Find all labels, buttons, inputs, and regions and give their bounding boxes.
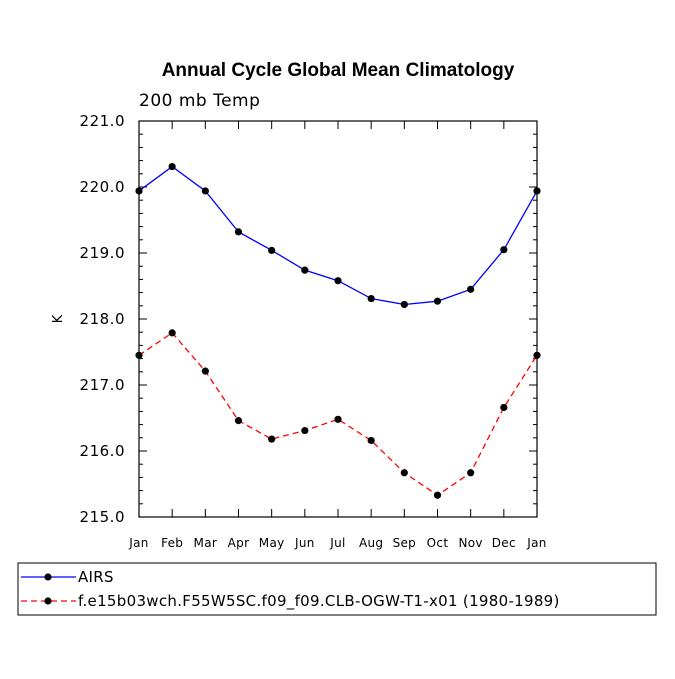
legend-box [17, 562, 657, 616]
data-point-series-1 [400, 469, 408, 477]
data-point-series-1 [168, 329, 176, 337]
chart-title: Annual Cycle Global Mean Climatology [162, 60, 515, 81]
data-point-series-1 [334, 415, 342, 423]
plot-frame [138, 120, 538, 518]
data-point-series-0 [433, 297, 442, 305]
x-tick-label: Aug [359, 536, 383, 550]
y-tick-label: 216.0 [80, 442, 125, 460]
y-tick-label: 219.0 [80, 244, 125, 262]
data-point-series-0 [367, 294, 375, 303]
legend-marker-0 [44, 573, 52, 581]
data-point-series-1 [467, 469, 475, 477]
chart-subtitle: 200 mb Temp [139, 91, 260, 111]
series-line-1 [138, 331, 538, 497]
data-point-series-1 [234, 417, 243, 425]
data-point-series-0 [168, 162, 176, 171]
data-point-series-1 [201, 367, 209, 375]
x-tick-label: Nov [459, 536, 483, 550]
data-point-series-0 [500, 246, 508, 254]
legend-label-1: f.e15b03wch.F55W5SC.f09_f09.CLB-OGW-T1-x… [78, 592, 560, 611]
x-tick-label: Dec [492, 536, 516, 550]
x-tick-label: Oct [427, 536, 449, 550]
x-tick-label: May [259, 536, 285, 550]
data-point-series-0 [234, 228, 243, 236]
plot-area: 215.0 216.0 217.0 218.0 219.0 220.0 221.0 Jan Fe… [51, 112, 546, 550]
legend-label-0: AIRS [78, 568, 114, 586]
x-tick-label: Mar [194, 536, 218, 550]
data-point-series-0 [334, 277, 342, 285]
y-axis-label: K [51, 314, 66, 323]
data-point-series-0 [400, 300, 408, 309]
y-tick-label: 215.0 [80, 508, 125, 526]
data-point-series-0 [268, 246, 276, 254]
data-point-series-1 [268, 435, 276, 443]
data-point-series-1 [301, 426, 309, 435]
legend-marker-1 [44, 597, 52, 605]
data-point-series-0 [467, 285, 475, 293]
data-point-series-1 [500, 403, 508, 412]
y-tick-label: 217.0 [80, 376, 125, 394]
data-point-series-0 [301, 266, 309, 274]
x-tick-label: Jul [329, 536, 345, 550]
data-point-series-1 [433, 491, 442, 499]
x-tick-label: Jan [128, 536, 148, 550]
data-point-series-0 [533, 187, 541, 195]
data-point-series-0 [135, 187, 143, 195]
y-tick-label: 220.0 [80, 178, 125, 196]
legend: AIRS f.e15b03wch.F55W5SC.f09_f09.CLB-OGW-… [17, 562, 657, 616]
x-tick-label: Jun [294, 536, 315, 550]
x-tick-label: Apr [228, 536, 250, 550]
y-tick-label: 221.0 [80, 112, 125, 130]
x-tick-label: Sep [393, 536, 417, 550]
data-point-series-1 [135, 351, 143, 359]
data-point-series-0 [201, 187, 209, 195]
data-point-series-1 [367, 436, 375, 445]
x-tick-label: Feb [161, 536, 183, 550]
x-tick-label: Jan [526, 536, 546, 550]
data-point-series-1 [533, 351, 541, 359]
y-tick-label: 218.0 [80, 310, 125, 328]
